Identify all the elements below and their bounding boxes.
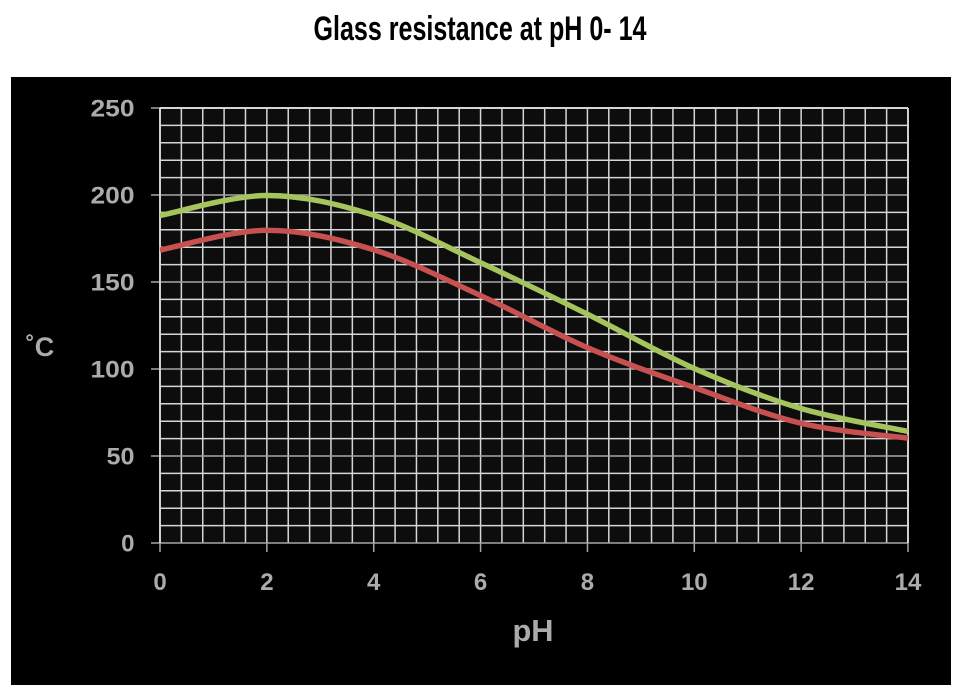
svg-text:4: 4 — [367, 569, 381, 596]
svg-text:200: 200 — [91, 183, 135, 210]
svg-text:˚C: ˚C — [26, 332, 55, 362]
svg-text:0: 0 — [153, 569, 166, 596]
svg-text:pH: pH — [513, 613, 554, 648]
svg-text:2: 2 — [260, 569, 273, 596]
svg-text:0: 0 — [121, 531, 134, 558]
svg-text:250: 250 — [91, 96, 135, 123]
svg-text:50: 50 — [107, 444, 135, 471]
svg-text:6: 6 — [474, 569, 487, 596]
svg-text:10: 10 — [681, 569, 708, 596]
svg-text:Glass resistance at pH 0- 14: Glass resistance at pH 0- 14 — [314, 10, 647, 48]
svg-text:100: 100 — [91, 357, 135, 384]
svg-text:150: 150 — [91, 270, 135, 297]
svg-text:8: 8 — [581, 569, 594, 596]
svg-text:12: 12 — [788, 569, 815, 596]
svg-text:14: 14 — [895, 569, 922, 596]
